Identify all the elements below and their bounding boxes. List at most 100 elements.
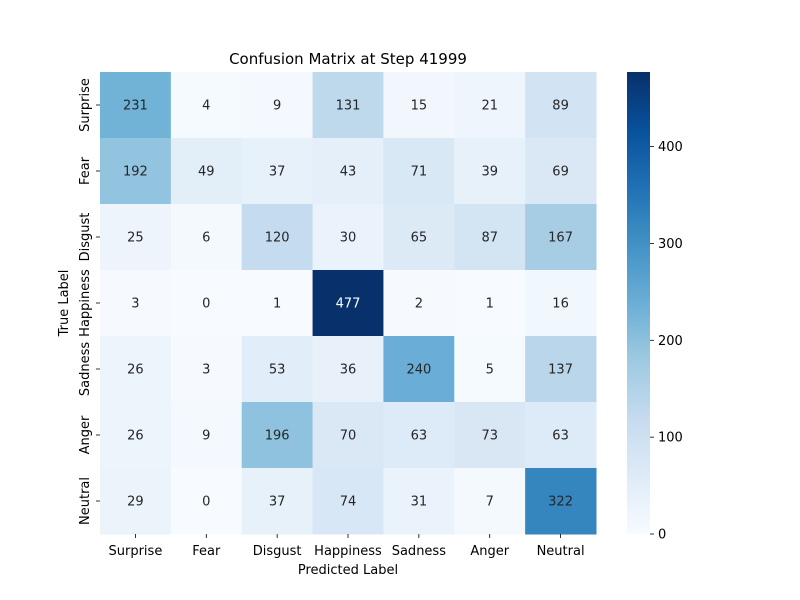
cell-value-label: 120 bbox=[265, 231, 290, 246]
cell-value-label: 1 bbox=[486, 297, 494, 312]
cell-value-label: 26 bbox=[127, 429, 144, 444]
heatmap-cell bbox=[383, 72, 455, 139]
cell-value-label: 7 bbox=[486, 495, 494, 510]
heatmap-cell bbox=[525, 138, 597, 205]
heatmap-cell bbox=[454, 336, 526, 403]
heatmap-cell bbox=[454, 72, 526, 139]
x-tick-label: Fear bbox=[192, 544, 221, 559]
heatmap-cell bbox=[170, 270, 243, 337]
cell-value-label: 53 bbox=[269, 363, 286, 378]
cell-value-label: 6 bbox=[202, 231, 210, 246]
x-tick-label: Neutral bbox=[537, 544, 585, 559]
cell-value-label: 29 bbox=[127, 495, 144, 510]
heatmap-cell bbox=[100, 204, 172, 271]
heatmap-cell bbox=[170, 72, 243, 139]
y-tick-label: Surprise bbox=[78, 78, 93, 132]
colorbar-tick-label: 400 bbox=[658, 140, 683, 155]
colorbar-tick-label: 300 bbox=[658, 237, 683, 252]
cell-value-label: 9 bbox=[202, 429, 210, 444]
cell-value-label: 0 bbox=[202, 495, 210, 510]
heatmap-cell bbox=[170, 402, 243, 469]
y-tick-label: Disgust bbox=[78, 213, 93, 262]
y-tick-label: Anger bbox=[78, 415, 93, 454]
heatmap-cell bbox=[170, 138, 243, 205]
cell-value-label: 69 bbox=[552, 165, 569, 180]
cell-value-label: 5 bbox=[486, 363, 494, 378]
colorbar-tick-label: 0 bbox=[658, 528, 666, 543]
cell-value-label: 231 bbox=[123, 99, 148, 114]
heatmap-cell bbox=[170, 204, 243, 271]
cell-value-label: 36 bbox=[340, 363, 357, 378]
cell-value-label: 322 bbox=[548, 495, 573, 510]
cell-value-label: 74 bbox=[340, 495, 357, 510]
heatmap-cell bbox=[241, 270, 314, 337]
heatmap-cell bbox=[100, 402, 172, 469]
heatmap-cell bbox=[454, 270, 526, 337]
colorbar-gradient bbox=[627, 72, 650, 534]
heatmap-cell bbox=[312, 402, 384, 469]
cell-value-label: 70 bbox=[340, 429, 357, 444]
cell-value-label: 73 bbox=[481, 429, 498, 444]
y-axis-ticks: Surprise Fear Disgust Happiness Sadness Anger… bbox=[78, 78, 100, 525]
heatmap-cell bbox=[170, 336, 243, 403]
y-tick-label: Sadness bbox=[78, 342, 93, 396]
cell-value-label: 477 bbox=[336, 297, 361, 312]
heatmap-cell bbox=[100, 138, 172, 205]
heatmap-cell bbox=[525, 204, 597, 271]
cell-value-label: 167 bbox=[548, 231, 573, 246]
heatmap-cell bbox=[241, 204, 314, 271]
cell-value-label: 63 bbox=[411, 429, 428, 444]
x-tick-label: Surprise bbox=[109, 544, 163, 559]
heatmap-cell bbox=[525, 336, 597, 403]
heatmap-cell bbox=[454, 204, 526, 271]
cell-value-label: 71 bbox=[411, 165, 428, 180]
cell-value-label: 43 bbox=[340, 165, 357, 180]
cell-value-label: 49 bbox=[198, 165, 215, 180]
cell-value-label: 25 bbox=[127, 231, 144, 246]
cell-value-label: 87 bbox=[481, 231, 498, 246]
heatmap-cell bbox=[100, 468, 172, 535]
cell-value-label: 30 bbox=[340, 231, 357, 246]
cell-value-label: 63 bbox=[552, 429, 569, 444]
heatmap-cell bbox=[241, 468, 314, 535]
heatmap-cell bbox=[241, 402, 314, 469]
cell-value-label: 3 bbox=[202, 363, 210, 378]
heatmap-cell bbox=[170, 468, 243, 535]
x-tick-label: Happiness bbox=[314, 544, 382, 559]
cell-value-label: 21 bbox=[481, 99, 498, 114]
heatmap-cell bbox=[525, 72, 597, 139]
heatmap-cell bbox=[312, 72, 384, 139]
heatmap-cell bbox=[241, 336, 314, 403]
heatmap-cell bbox=[100, 336, 172, 403]
cell-value-label: 89 bbox=[552, 99, 569, 114]
y-tick-label: Happiness bbox=[78, 269, 93, 337]
cell-value-label: 9 bbox=[273, 99, 281, 114]
heatmap-cell bbox=[383, 204, 455, 271]
y-tick-label: Neutral bbox=[78, 477, 93, 525]
colorbar-tick-label: 100 bbox=[658, 431, 683, 446]
cell-value-label: 16 bbox=[552, 297, 569, 312]
heatmap-cell bbox=[454, 468, 526, 535]
heatmap-cell bbox=[525, 468, 597, 535]
heatmap-cell bbox=[383, 336, 455, 403]
cell-value-label: 37 bbox=[269, 495, 286, 510]
y-axis-label: True Label bbox=[57, 270, 72, 338]
cell-value-label: 26 bbox=[127, 363, 144, 378]
cell-value-label: 37 bbox=[269, 165, 286, 180]
heatmap-cell bbox=[100, 270, 172, 337]
x-axis-ticks: Surprise Fear Disgust Happiness Sadness Anger… bbox=[109, 534, 585, 559]
cell-value-label: 196 bbox=[265, 429, 290, 444]
heatmap-cell bbox=[312, 138, 384, 205]
heatmap-cell bbox=[383, 402, 455, 469]
heatmap-cell bbox=[312, 204, 384, 271]
heatmap-cell bbox=[383, 468, 455, 535]
cell-value-label: 2 bbox=[415, 297, 423, 312]
heatmap-cell bbox=[241, 138, 314, 205]
y-tick-label: Fear bbox=[78, 156, 93, 185]
heatmap-cell bbox=[100, 72, 172, 139]
heatmap-cell bbox=[454, 138, 526, 205]
colorbar-tick-label: 200 bbox=[658, 334, 683, 349]
x-axis-label: Predicted Label bbox=[298, 563, 398, 578]
